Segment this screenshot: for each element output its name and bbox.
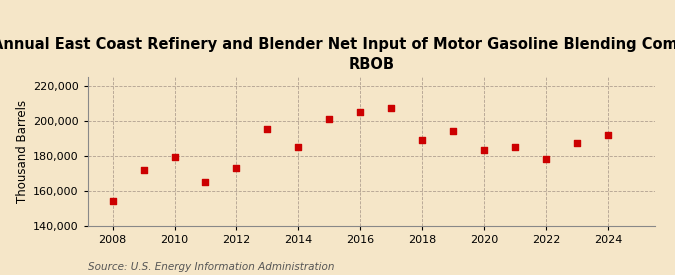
Point (169, 155, 180, 160)
Point (324, 117, 335, 121)
Point (355, 110, 366, 114)
Point (479, 148, 490, 153)
Point (107, 199, 118, 203)
Y-axis label: Thousand Barrels: Thousand Barrels (16, 100, 29, 203)
Point (200, 180, 211, 184)
Point (603, 133, 614, 137)
Point (262, 127, 273, 132)
Point (386, 106, 397, 111)
Point (293, 145, 304, 149)
Point (231, 166, 242, 170)
Point (448, 129, 459, 133)
Title: Annual East Coast Refinery and Blender Net Input of Motor Gasoline Blending Comp: Annual East Coast Refinery and Blender N… (0, 37, 675, 72)
Point (541, 157, 551, 161)
Point (572, 141, 583, 145)
Point (417, 138, 428, 142)
Point (510, 145, 520, 149)
Text: Source: U.S. Energy Information Administration: Source: U.S. Energy Information Administ… (88, 262, 334, 272)
Point (138, 167, 149, 172)
